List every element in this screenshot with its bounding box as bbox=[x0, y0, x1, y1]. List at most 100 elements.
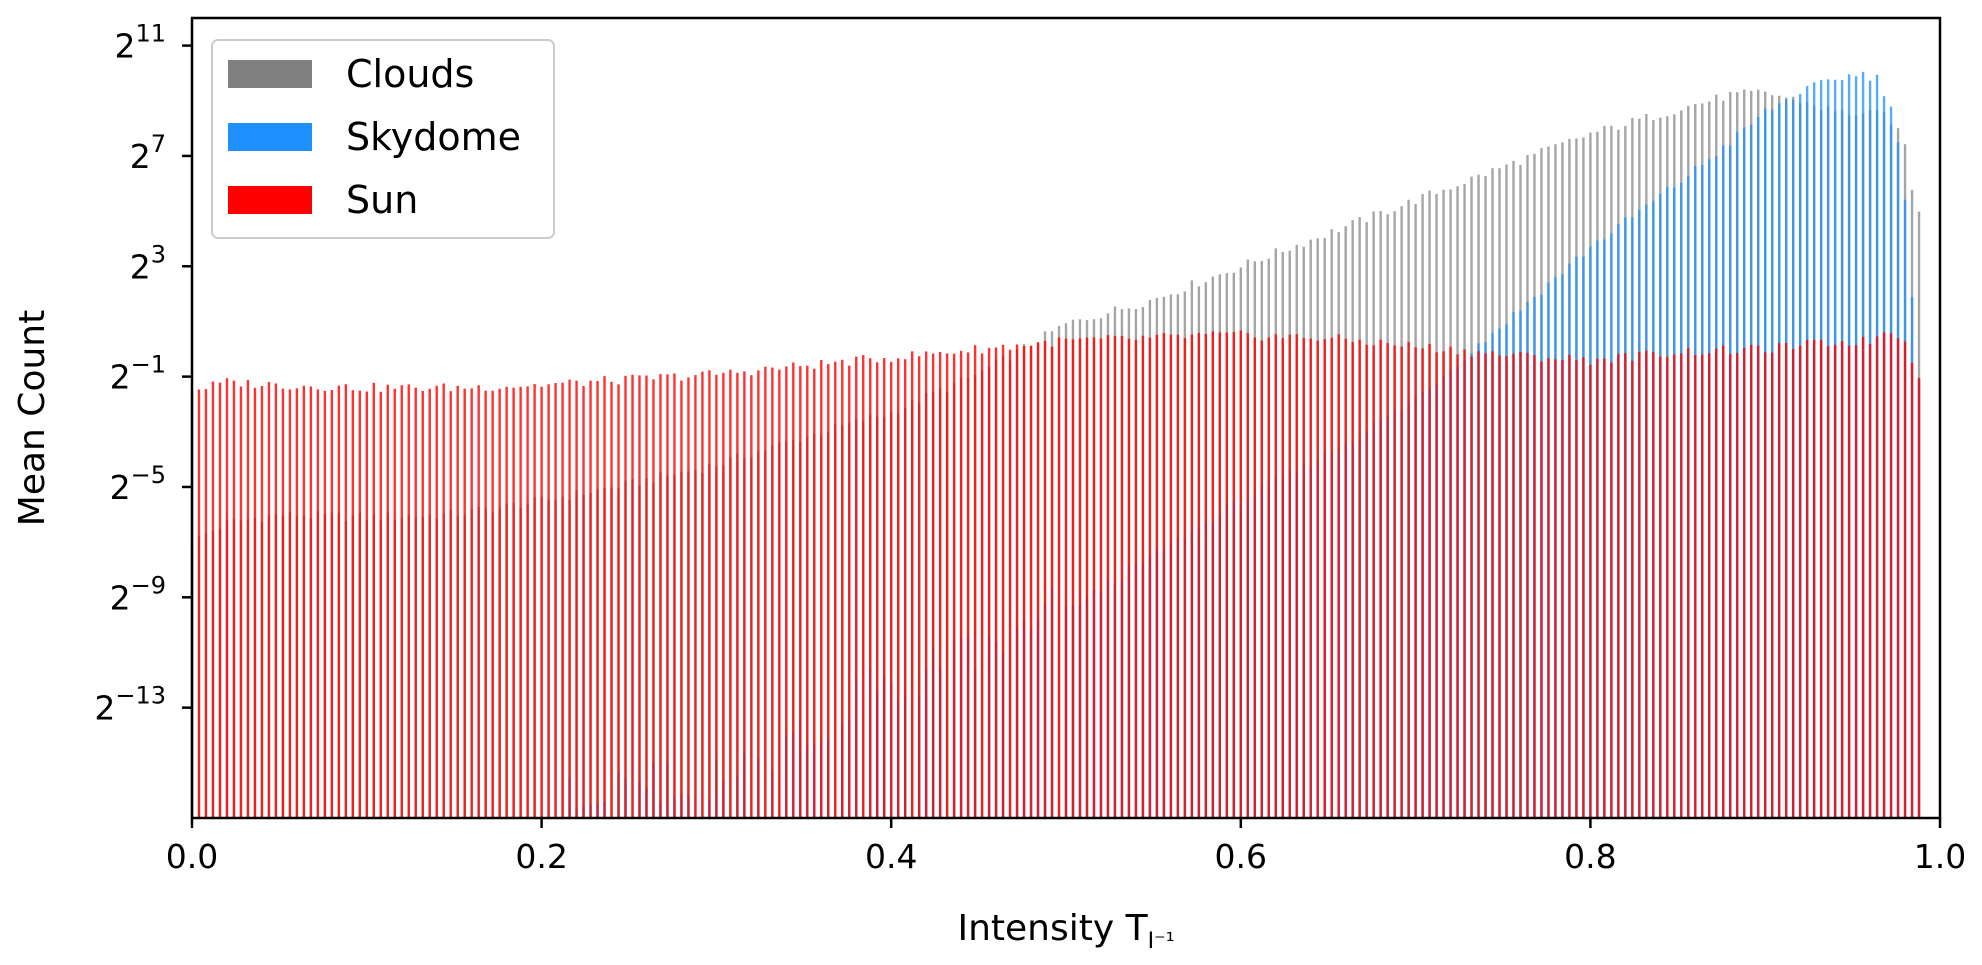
sun-bar bbox=[1106, 335, 1110, 818]
sun-bar bbox=[1470, 356, 1473, 818]
sun-bar bbox=[687, 377, 690, 818]
y-tick-label: 2−5 bbox=[110, 461, 166, 507]
sun-bar bbox=[568, 379, 571, 818]
sun-bar bbox=[302, 385, 306, 818]
sun-bar bbox=[966, 352, 970, 818]
sun-bar bbox=[225, 378, 229, 818]
sun-bar bbox=[1624, 353, 1627, 818]
sun-bar bbox=[841, 359, 844, 818]
sun-bar bbox=[1239, 330, 1242, 818]
sun-bar bbox=[910, 351, 914, 818]
sun-bar bbox=[435, 385, 438, 818]
sun-bar bbox=[1736, 352, 1739, 818]
sun-bar bbox=[834, 361, 837, 818]
sun-bar bbox=[1791, 349, 1795, 818]
y-tick-label: 2−9 bbox=[110, 571, 166, 617]
sun-bar bbox=[1861, 336, 1865, 818]
sun-bar bbox=[491, 390, 494, 818]
sun-bar bbox=[414, 387, 417, 818]
sun-bar bbox=[1302, 337, 1305, 818]
sun-bar bbox=[1498, 355, 1501, 818]
sun-bar bbox=[1750, 344, 1753, 818]
sun-bar bbox=[1232, 332, 1236, 818]
sun-bar bbox=[197, 389, 201, 818]
sun-bar bbox=[1540, 361, 1543, 818]
sun-bar bbox=[1442, 351, 1445, 818]
sun-bar bbox=[554, 383, 557, 818]
sun-bar bbox=[1120, 335, 1124, 818]
sun-bar bbox=[1057, 337, 1061, 818]
sun-bar bbox=[764, 366, 767, 818]
sun-bar bbox=[1351, 342, 1354, 818]
sun-bar bbox=[421, 390, 424, 818]
sun-bar bbox=[1246, 333, 1249, 818]
sun-bar bbox=[694, 375, 697, 818]
sun-bar bbox=[1267, 337, 1270, 818]
sun-bar bbox=[701, 371, 704, 818]
legend: Clouds Skydome Sun bbox=[211, 39, 555, 239]
sun-bar bbox=[1148, 337, 1152, 818]
sun-bar bbox=[505, 386, 508, 818]
sun-bar bbox=[1113, 335, 1117, 818]
sun-bar bbox=[1722, 345, 1725, 818]
sun-bar bbox=[1840, 341, 1844, 818]
sun-bar bbox=[1204, 333, 1208, 818]
sun-bar bbox=[1854, 345, 1858, 818]
series-sun bbox=[190, 330, 1921, 818]
sun-bar bbox=[1729, 353, 1732, 818]
sun-bar bbox=[715, 374, 718, 818]
sun-bar bbox=[603, 376, 606, 818]
sun-bar bbox=[1197, 332, 1201, 818]
sun-bar bbox=[218, 382, 222, 818]
sun-bar bbox=[987, 347, 991, 818]
sun-bar bbox=[1092, 337, 1096, 818]
sun-bar bbox=[1365, 344, 1368, 818]
sun-bar bbox=[337, 385, 341, 818]
sun-bar bbox=[1183, 338, 1187, 818]
sun-bar bbox=[1414, 347, 1417, 818]
sun-bar bbox=[1554, 359, 1557, 818]
sun-bar bbox=[1812, 339, 1816, 818]
sun-bar bbox=[869, 358, 872, 818]
sun-bar bbox=[239, 386, 243, 818]
sun-bar bbox=[736, 372, 739, 818]
sun-bar bbox=[1833, 344, 1837, 818]
sun-bar bbox=[330, 390, 334, 818]
sun-bar bbox=[456, 385, 459, 818]
sun-bar bbox=[1274, 334, 1277, 818]
sun-bar bbox=[295, 388, 299, 818]
sun-bar bbox=[876, 362, 879, 818]
sun-bar bbox=[519, 386, 522, 818]
y-tick-label: 2−1 bbox=[110, 351, 166, 397]
sun-bar bbox=[470, 388, 473, 818]
sun-bar bbox=[1701, 354, 1704, 818]
sun-bar bbox=[407, 384, 410, 818]
sun-bar bbox=[1015, 344, 1019, 818]
sun-bar bbox=[449, 391, 452, 818]
sun-bar bbox=[792, 362, 795, 818]
sun-bar bbox=[1889, 333, 1893, 818]
sun-bar bbox=[1826, 346, 1830, 818]
sun-bar bbox=[561, 382, 564, 818]
sun-bar bbox=[260, 386, 264, 818]
sun-bar bbox=[1505, 356, 1508, 818]
sun-bar bbox=[903, 359, 907, 818]
x-tick-label: 0.2 bbox=[515, 837, 567, 876]
sun-bar bbox=[638, 375, 641, 818]
sun-bar bbox=[1484, 353, 1487, 818]
sun-bar bbox=[442, 383, 445, 818]
sun-bar bbox=[1008, 349, 1012, 818]
sun-bar bbox=[1323, 339, 1326, 818]
sun-bar bbox=[1225, 332, 1229, 818]
sun-bar bbox=[1708, 353, 1711, 818]
sun-bar bbox=[463, 388, 466, 818]
sun-bar bbox=[1029, 345, 1033, 818]
x-axis: 0.0 0.2 0.4 0.6 0.8 1.0 bbox=[166, 818, 1966, 876]
sun-bar bbox=[1589, 364, 1592, 818]
sun-bar bbox=[1428, 343, 1431, 818]
sun-bar bbox=[1805, 339, 1809, 818]
sun-bar bbox=[1603, 358, 1606, 818]
sun-bar bbox=[1526, 352, 1529, 818]
sun-bar bbox=[722, 372, 725, 818]
sun-bar bbox=[980, 353, 984, 818]
